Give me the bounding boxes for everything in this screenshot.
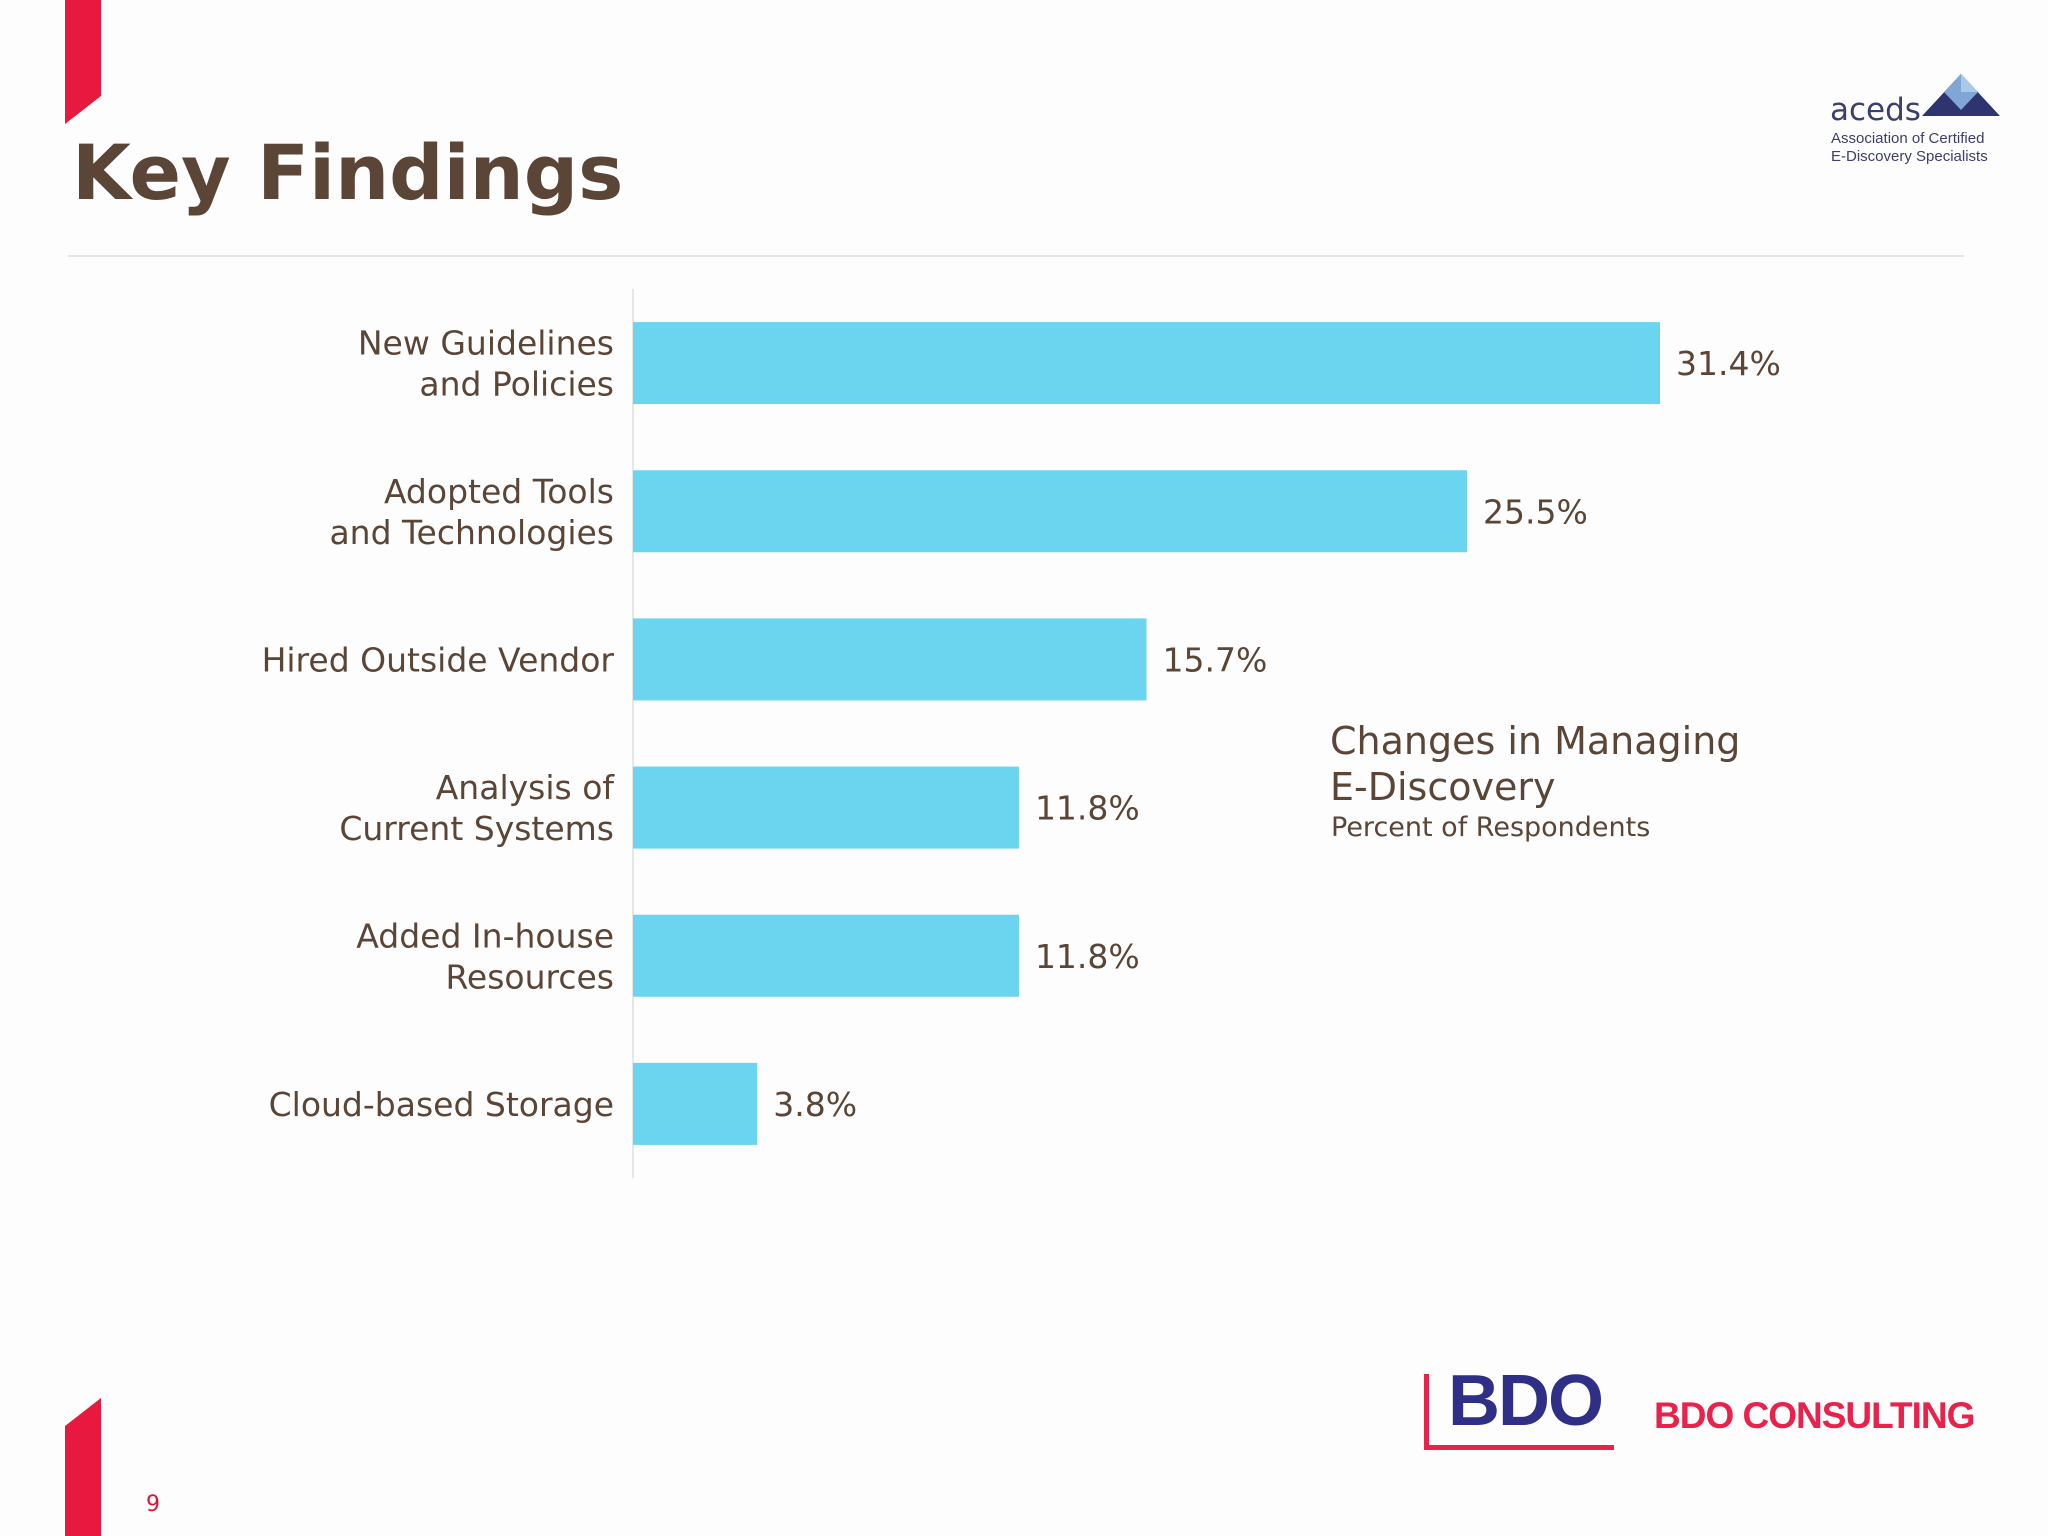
aceds-subtitle-line2: E-Discovery Specialists	[1831, 148, 1988, 165]
category-label-line: and Technologies	[329, 513, 614, 552]
aceds-logo: aceds Association of Certified E-Discove…	[1820, 70, 2000, 170]
page-number: 9	[146, 1492, 160, 1517]
category-label-line: New Guidelines	[358, 324, 614, 363]
category-label-line: Resources	[445, 957, 614, 996]
accent-shape-top	[65, 0, 101, 124]
aceds-subtitle-line1: Association of Certified	[1831, 130, 1985, 147]
category-label-line: Current Systems	[339, 809, 614, 848]
chart-title-line1: Changes in Managing	[1330, 719, 1741, 763]
category-label: Adopted Tools and Technologies	[329, 472, 614, 552]
data-label: 15.7%	[1163, 640, 1268, 679]
category-label: Cloud-based Storage	[269, 1085, 614, 1124]
chart-title: Changes in Managing E-Discovery	[1330, 718, 1740, 810]
category-label: Hired Outside Vendor	[262, 640, 615, 679]
category-label: Added In-house Resources	[356, 916, 614, 996]
bar	[633, 618, 1147, 701]
chart-title-line2: E-Discovery	[1330, 765, 1556, 809]
bdo-consulting-text: BDO CONSULTING	[1654, 1395, 1975, 1436]
bar	[633, 766, 1019, 849]
category-label: New Guidelines and Policies	[358, 324, 614, 404]
category-label-line: Analysis of	[436, 768, 616, 807]
title-divider	[68, 255, 1964, 257]
data-label: 11.8%	[1035, 789, 1140, 828]
aceds-wordmark: aceds	[1830, 92, 1921, 128]
category-label-line: Hired Outside Vendor	[262, 640, 615, 679]
bar	[633, 1062, 758, 1145]
category-label-line: and Policies	[419, 365, 614, 404]
page-title: Key Findings	[72, 128, 624, 217]
accent-shape-bottom	[65, 1398, 101, 1536]
bdo-logo: BDO	[1448, 1361, 1604, 1441]
category-label-line: Adopted Tools	[384, 472, 614, 511]
category-label-line: Added In-house	[356, 916, 614, 955]
aceds-diamond-icon	[1922, 74, 2000, 116]
category-label-line: Cloud-based Storage	[269, 1085, 614, 1124]
bar	[633, 470, 1468, 553]
data-label: 31.4%	[1676, 344, 1781, 383]
chart-subtitle: Percent of Respondents	[1331, 812, 1651, 843]
bar	[633, 322, 1660, 405]
data-label: 3.8%	[773, 1085, 857, 1124]
category-label: Analysis of Current Systems	[339, 768, 615, 848]
bar	[633, 914, 1019, 997]
data-label: 11.8%	[1035, 937, 1140, 976]
bdo-logo-mark	[1424, 1374, 1614, 1450]
data-label: 25.5%	[1483, 492, 1588, 531]
